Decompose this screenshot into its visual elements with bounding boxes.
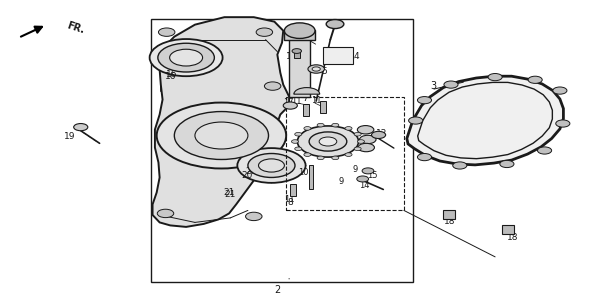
Text: 20: 20 [241,172,253,181]
Text: 13: 13 [286,52,298,61]
Text: 6: 6 [298,32,304,41]
Circle shape [309,132,347,151]
Text: 18: 18 [444,217,455,226]
Circle shape [256,28,273,36]
Text: 8: 8 [287,198,293,207]
Circle shape [345,153,352,157]
Circle shape [444,81,458,88]
Text: 11: 11 [284,194,294,203]
Circle shape [158,43,214,72]
Circle shape [556,120,570,127]
Text: FR.: FR. [65,21,86,36]
Circle shape [537,147,552,154]
Text: 16: 16 [165,72,176,81]
Text: 21: 21 [224,188,235,197]
Bar [286,97,404,210]
Circle shape [304,153,311,157]
Circle shape [372,131,386,138]
Bar [443,210,455,219]
Circle shape [245,212,262,221]
Circle shape [362,168,374,174]
Circle shape [418,97,431,104]
Circle shape [553,87,567,94]
Circle shape [409,117,422,124]
Circle shape [74,123,88,131]
Bar [323,47,353,64]
Circle shape [291,140,299,143]
Bar [309,166,313,189]
Circle shape [258,159,284,172]
Polygon shape [153,17,289,227]
Circle shape [159,28,175,36]
Circle shape [297,126,359,157]
Bar [294,51,300,58]
Circle shape [354,147,361,150]
Bar [320,101,326,113]
Text: 14: 14 [359,182,370,190]
Text: 19: 19 [64,132,76,141]
Text: 15: 15 [368,171,378,180]
Text: 20: 20 [245,167,257,176]
Text: 17: 17 [283,98,293,107]
Circle shape [295,147,302,150]
Circle shape [195,122,248,149]
Text: 9: 9 [352,165,358,174]
Circle shape [332,156,339,160]
Circle shape [345,127,352,130]
Circle shape [174,112,268,160]
Circle shape [500,160,514,168]
Circle shape [170,49,202,66]
Text: 4: 4 [353,52,359,61]
Text: 3: 3 [430,81,437,91]
Circle shape [308,65,325,73]
Bar [284,30,315,40]
Circle shape [295,132,302,136]
Circle shape [418,154,431,161]
Circle shape [319,137,337,146]
Circle shape [283,102,297,109]
Text: 5: 5 [322,67,327,76]
Bar [502,225,514,234]
Circle shape [488,73,502,81]
Text: 12: 12 [376,129,388,138]
Wedge shape [294,88,320,94]
Circle shape [358,143,375,152]
Circle shape [150,39,222,76]
Text: 9: 9 [338,177,343,185]
Circle shape [158,209,173,218]
Bar [303,104,309,116]
Circle shape [312,67,320,71]
Circle shape [237,148,306,183]
Bar [290,184,296,196]
Text: 10: 10 [299,168,309,177]
Circle shape [304,127,311,130]
Polygon shape [407,76,563,165]
Text: 18: 18 [507,234,519,243]
Circle shape [264,82,281,90]
Text: 21: 21 [225,190,236,199]
Text: 2: 2 [274,285,280,295]
Circle shape [354,132,361,136]
Circle shape [317,123,324,127]
Text: 16: 16 [166,70,177,79]
Circle shape [357,176,369,182]
Text: 11: 11 [291,98,301,107]
Text: 11: 11 [311,96,322,105]
Circle shape [453,162,467,169]
Text: 7: 7 [302,95,308,104]
Circle shape [284,23,315,39]
Bar [151,19,413,282]
Bar [289,38,310,97]
Circle shape [332,123,339,127]
Circle shape [326,20,344,29]
Circle shape [359,135,376,144]
Circle shape [358,140,365,143]
Circle shape [317,156,324,160]
Circle shape [248,154,295,178]
Circle shape [528,76,542,83]
Circle shape [292,49,301,53]
Circle shape [358,126,374,134]
Text: 9: 9 [363,138,368,147]
Circle shape [157,103,286,169]
